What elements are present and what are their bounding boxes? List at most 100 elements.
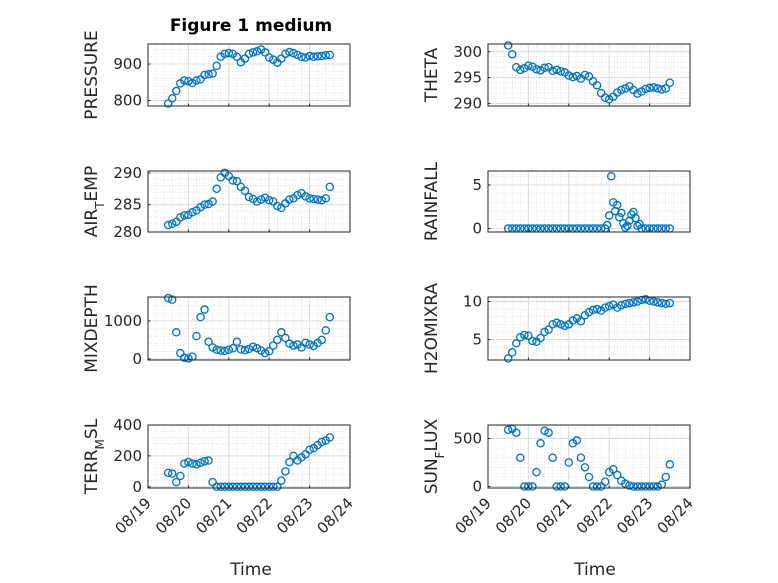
data-point — [556, 67, 565, 76]
data-point — [212, 184, 221, 194]
data-point — [196, 312, 205, 322]
data-point — [653, 84, 662, 93]
data-point — [503, 41, 513, 50]
data-point — [604, 301, 614, 311]
data-point — [180, 76, 189, 85]
data-point — [617, 208, 626, 218]
data-point — [665, 78, 675, 88]
data-point — [232, 482, 242, 492]
data-point — [661, 299, 671, 309]
data-point — [301, 53, 310, 62]
axes-box — [147, 424, 351, 489]
data-point — [232, 176, 242, 186]
data-point — [317, 437, 326, 447]
subplot-4: 0 5 RAINFALL — [422, 161, 691, 241]
data-point — [317, 51, 326, 61]
data-point — [600, 477, 610, 486]
data-point — [503, 354, 513, 363]
data-point — [625, 481, 634, 490]
data-point — [172, 477, 181, 487]
data-point — [252, 47, 262, 56]
plot-area — [488, 297, 690, 360]
x-axis-label-right: Time — [573, 560, 616, 580]
data-point — [244, 344, 254, 354]
data-point — [588, 305, 598, 315]
data-point — [512, 428, 521, 437]
data-point — [665, 298, 675, 308]
y-axis-label-4: RAINFALL — [422, 161, 442, 241]
y-axis-label-1: PRESSURE — [82, 30, 102, 119]
axes-box — [147, 43, 351, 107]
data-point — [613, 470, 622, 480]
data-point — [232, 52, 242, 62]
data-point — [556, 320, 565, 329]
axes-box — [147, 170, 351, 233]
data-point — [281, 49, 290, 59]
plot-area — [148, 171, 350, 232]
data-point — [606, 171, 616, 181]
axes-box — [487, 43, 691, 107]
data-point — [297, 52, 306, 62]
data-point — [252, 482, 262, 492]
data-point — [273, 335, 282, 345]
data-point — [665, 460, 675, 469]
data-point — [281, 467, 290, 476]
data-point — [661, 84, 671, 93]
data-point — [264, 482, 274, 492]
data-point — [224, 345, 234, 355]
y-tick-label: 0 — [132, 478, 142, 496]
data-point — [528, 336, 537, 346]
data-point — [653, 298, 662, 307]
axes-box — [487, 170, 691, 233]
y-tick-label: 0 — [472, 478, 482, 496]
data-point — [592, 482, 602, 491]
data-point — [301, 338, 310, 348]
data-point — [540, 327, 549, 337]
data-point — [228, 343, 238, 353]
y-axis-label-6: H2OMIXRA — [422, 283, 442, 374]
data-point — [305, 445, 314, 454]
data-point — [163, 293, 173, 303]
data-point — [240, 186, 250, 195]
data-point — [544, 428, 553, 437]
data-point — [621, 299, 630, 309]
data-point — [623, 221, 632, 231]
data-point — [584, 307, 594, 317]
data-point — [200, 305, 209, 314]
data-point — [192, 460, 201, 469]
data-point — [256, 195, 266, 204]
plot-area — [148, 425, 350, 488]
data-point — [524, 61, 533, 70]
data-point — [568, 316, 578, 325]
data-point — [256, 482, 266, 492]
data-point — [524, 331, 533, 340]
data-point — [188, 459, 197, 468]
axes-box — [147, 296, 351, 361]
y-axis-label-2: THETA — [422, 47, 442, 103]
data-point — [244, 482, 254, 492]
data-point — [184, 457, 193, 467]
y-tick-label: 295 — [453, 69, 482, 87]
data-point — [176, 471, 185, 481]
data-point — [232, 337, 242, 347]
y-tick-label: 500 — [453, 429, 482, 447]
subplot-6: 5 10 H2OMIXRA — [422, 283, 691, 374]
data-point — [220, 346, 230, 356]
data-point — [649, 83, 658, 92]
data-point — [264, 347, 274, 356]
data-point — [200, 457, 209, 466]
data-point — [289, 341, 298, 350]
data-point — [212, 61, 221, 71]
data-point — [163, 99, 173, 108]
data-point — [305, 340, 314, 349]
data-point — [641, 295, 650, 304]
data-point — [285, 339, 294, 348]
data-point — [293, 190, 302, 200]
data-point — [204, 456, 213, 465]
data-point — [544, 325, 553, 334]
y-tick-label: 0 — [472, 220, 482, 238]
data-point — [248, 342, 258, 351]
y-tick-label: 1000 — [104, 312, 142, 330]
y-tick-label: 290 — [113, 164, 142, 182]
